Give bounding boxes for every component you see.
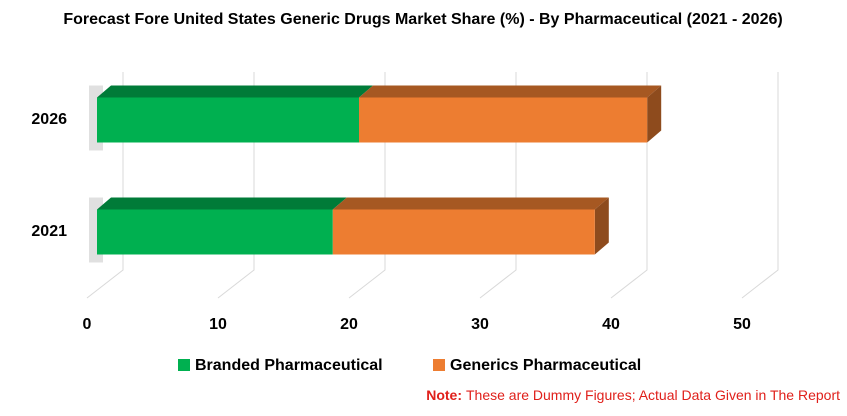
note: Note: These are Dummy Figures; Actual Dat… bbox=[426, 387, 840, 403]
grid-line bbox=[741, 72, 779, 299]
x-tick-label: 30 bbox=[471, 316, 489, 333]
legend-swatch bbox=[433, 359, 445, 371]
y-tick-label: 2021 bbox=[31, 223, 67, 240]
bar-top bbox=[97, 197, 347, 210]
chart-title: Forecast Fore United States Generic Drug… bbox=[63, 11, 782, 28]
bar bbox=[359, 97, 648, 143]
bar-side bbox=[647, 85, 662, 143]
x-tick-label: 50 bbox=[733, 316, 751, 333]
x-tick-label: 40 bbox=[602, 316, 620, 333]
bar-segment bbox=[359, 85, 662, 143]
bar bbox=[332, 209, 595, 255]
bar bbox=[97, 97, 359, 143]
x-tick-label: 10 bbox=[209, 316, 227, 333]
bar-top bbox=[97, 85, 373, 98]
legend-label: Generics Pharmaceutical bbox=[450, 357, 641, 374]
x-tick-label: 0 bbox=[83, 316, 92, 333]
bar-side bbox=[594, 197, 609, 255]
bar-segment bbox=[332, 197, 609, 255]
note-text: These are Dummy Figures; Actual Data Giv… bbox=[466, 387, 840, 403]
x-tick-label: 20 bbox=[340, 316, 358, 333]
legend-swatch bbox=[178, 359, 190, 371]
y-tick-label: 2026 bbox=[31, 111, 67, 128]
bar-segment bbox=[97, 197, 347, 255]
bar-top bbox=[332, 197, 609, 210]
legend-label: Branded Pharmaceutical bbox=[195, 357, 383, 374]
bar-segment bbox=[97, 85, 373, 143]
bar bbox=[97, 209, 333, 255]
bar-top bbox=[359, 85, 662, 98]
note-label: Note: bbox=[426, 387, 462, 403]
